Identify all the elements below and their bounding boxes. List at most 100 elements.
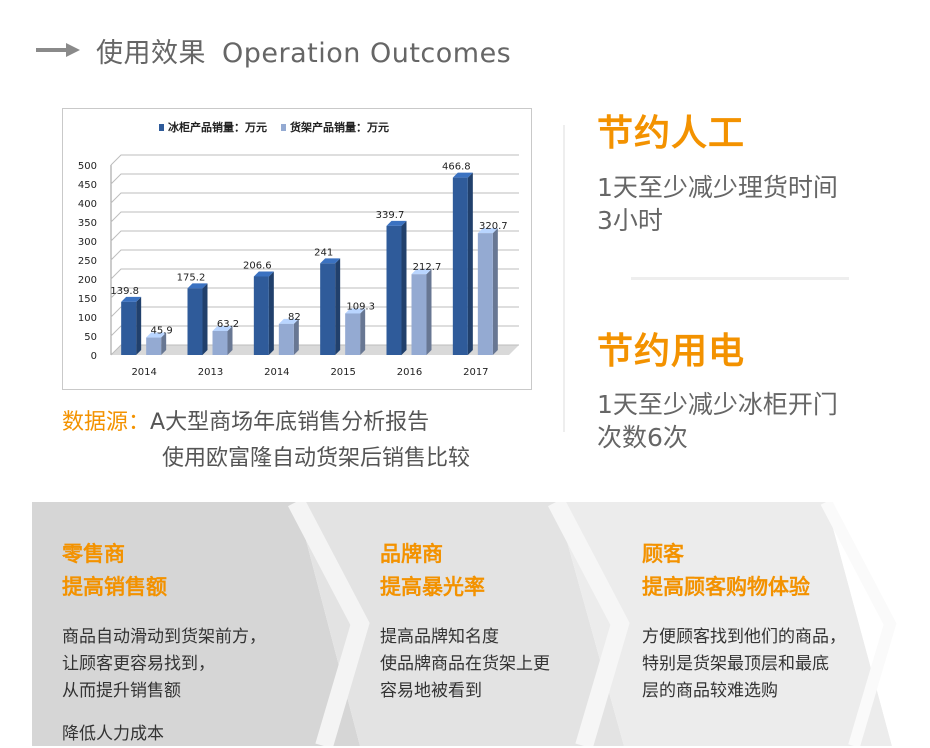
data-source: 数据源：A大型商场年底销售分析报告 使用欧富隆自动货架后销售比较 — [62, 406, 470, 471]
benefit-line: 使品牌商品在货架上更 — [380, 654, 550, 674]
gridline — [110, 287, 519, 299]
gridline — [110, 230, 519, 242]
benefit-line: 从而提升销售额 — [62, 681, 181, 701]
y-tick-label: 300 — [78, 237, 97, 248]
bar — [146, 337, 162, 355]
arrow-right-icon — [36, 43, 80, 57]
x-tick-label: 2014 — [131, 367, 156, 378]
y-tick-label: 100 — [78, 313, 97, 324]
bar-top — [386, 220, 407, 226]
chevron-background — [32, 502, 930, 746]
x-tick-label: 2017 — [463, 367, 488, 378]
bar — [121, 301, 137, 355]
bar-side — [268, 271, 274, 355]
data-label: 139.8 — [110, 286, 139, 297]
bar — [187, 288, 203, 355]
benefit-line: 商品自动滑动到货架前方， — [62, 627, 266, 647]
bar — [386, 225, 402, 355]
bar-top — [477, 228, 498, 234]
bar-top — [278, 318, 299, 324]
saving-desc-power-line2: 次数6次 — [597, 423, 688, 452]
section-title-en: Operation Outcomes — [222, 37, 512, 69]
benefit-title-retailer: 零售商 — [62, 542, 125, 566]
y-tick-label: 400 — [78, 199, 97, 210]
x-tick-label: 2016 — [397, 367, 422, 378]
bar-top — [345, 308, 366, 314]
bar-side — [467, 172, 473, 355]
gridline — [110, 249, 519, 261]
gridline — [110, 211, 519, 223]
data-label: 63.2 — [217, 319, 239, 330]
data-label: 339.7 — [376, 210, 405, 221]
gridline — [110, 344, 519, 356]
gridline — [110, 325, 519, 337]
data-source-label: 数据源： — [62, 410, 151, 435]
benefit-line: 提高品牌知名度 — [380, 627, 499, 647]
bar — [452, 177, 468, 355]
bar — [278, 323, 294, 355]
vertical-divider — [563, 125, 565, 432]
x-tick-label: 2014 — [264, 367, 289, 378]
benefit-title-customer: 顾客 — [642, 542, 684, 566]
benefit-body-retailer: 商品自动滑动到货架前方， 让顾客更容易找到， 从而提升销售额 降低人力成本 — [62, 624, 266, 748]
y-tick-label: 500 — [78, 161, 97, 172]
sales-chart: 冰柜产品销量：万元 货架产品销量：万元 0 50 100 150 200 250 300 35… — [62, 108, 532, 390]
x-tick-label: 2013 — [198, 367, 223, 378]
bar-side — [335, 258, 341, 355]
bar — [320, 263, 336, 355]
gridline — [110, 173, 519, 185]
saving-desc-power-line1: 1天至少减少冰柜开门 — [597, 390, 838, 419]
benefit-subtitle-brand: 提高暴光率 — [380, 575, 485, 599]
bar-top — [253, 271, 274, 277]
bar-side — [492, 228, 498, 355]
bar-side — [293, 318, 299, 355]
saving-title-labor: 节约人工 — [597, 113, 746, 154]
bar — [345, 313, 361, 355]
bar-side — [227, 325, 233, 355]
data-label: 206.6 — [243, 260, 272, 271]
benefits-band: 零售商 提高销售额 商品自动滑动到货架前方， 让顾客更容易找到， 从而提升销售额… — [0, 502, 930, 746]
benefit-column-customer: 顾客 提高顾客购物体验 方便顾客找到他们的商品， 特别是货架最顶层和最底 层的商… — [642, 538, 846, 705]
benefit-subtitle-retailer: 提高销售额 — [62, 575, 167, 599]
data-label: 320.7 — [479, 221, 508, 232]
legend-swatch-series2 — [281, 123, 286, 131]
data-label: 466.8 — [442, 162, 471, 173]
y-tick-label: 50 — [84, 332, 97, 343]
benefit-line: 降低人力成本 — [62, 724, 164, 744]
gridline — [110, 192, 519, 204]
data-label: 175.2 — [177, 272, 206, 283]
gridline — [110, 154, 519, 166]
legend-item-series2: 货架产品销量：万元 — [281, 119, 389, 135]
section-title: 使用效果 Operation Outcomes — [96, 31, 511, 70]
benefit-line: 层的商品较难选购 — [642, 681, 778, 701]
y-tick-label: 200 — [78, 275, 97, 286]
benefit-line: 特别是货架最顶层和最底 — [642, 654, 829, 674]
benefit-title-brand: 品牌商 — [380, 542, 443, 566]
bar-top — [212, 325, 233, 331]
bar-top — [187, 283, 208, 289]
chart-plot: 0 50 100 150 200 250 300 350 400 450 500 139.8 45.9 2… — [78, 154, 519, 378]
bar-side — [202, 283, 208, 355]
chart-legend: 冰柜产品销量：万元 货架产品销量：万元 — [159, 119, 403, 135]
section-title-cn: 使用效果 — [96, 37, 206, 69]
benefit-column-brand: 品牌商 提高暴光率 提高品牌知名度 使品牌商品在货架上更 容易地被看到 — [380, 538, 550, 705]
section-header: 使用效果 Operation Outcomes — [36, 30, 511, 70]
bar-top — [146, 332, 167, 338]
bar-side — [161, 332, 167, 355]
bar-side — [401, 220, 407, 355]
saving-title-power: 节约用电 — [597, 331, 746, 372]
bar — [253, 276, 269, 355]
bar — [477, 233, 493, 355]
y-tick-label: 150 — [78, 294, 97, 305]
legend-label-series2: 货架产品销量：万元 — [290, 121, 389, 134]
data-label: 82 — [288, 312, 301, 323]
y-tick-label: 450 — [78, 180, 97, 191]
horizontal-divider — [631, 277, 849, 280]
legend-swatch-series1 — [159, 123, 164, 131]
x-tick-label: 2015 — [330, 367, 355, 378]
bar-top — [121, 296, 142, 302]
saving-desc-power: 1天至少减少冰柜开门 次数6次 — [597, 388, 897, 454]
data-label: 241 — [314, 247, 333, 258]
benefit-line: 容易地被看到 — [380, 681, 482, 701]
data-source-line1: A大型商场年底销售分析报告 — [150, 410, 430, 435]
